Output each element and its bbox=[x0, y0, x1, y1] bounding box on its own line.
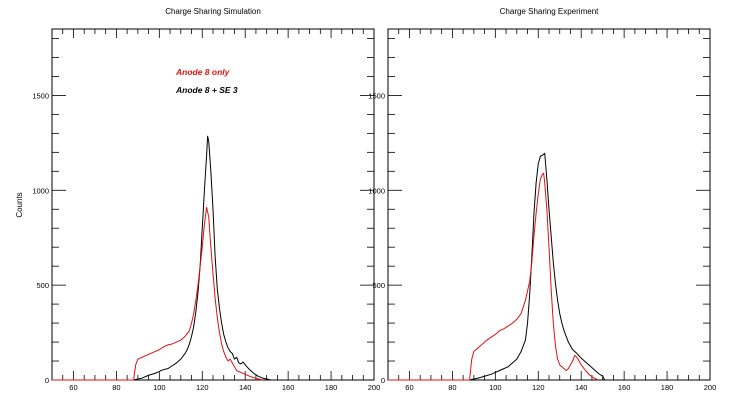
simulation-x-tick-label: 140 bbox=[239, 383, 252, 392]
experiment-title: Charge Sharing Experiment bbox=[500, 7, 599, 16]
experiment-x-tick-label: 180 bbox=[661, 383, 674, 392]
experiment-x-tick-label: 60 bbox=[405, 383, 413, 392]
experiment-y-tick-label: 1500 bbox=[368, 91, 385, 100]
simulation-x-tick-label: 200 bbox=[368, 383, 381, 392]
simulation-title: Charge Sharing Simulation bbox=[165, 7, 261, 16]
experiment-series-black-line bbox=[388, 152, 606, 381]
experiment-x-tick-label: 160 bbox=[618, 383, 631, 392]
legend-entry-anode-8-only: Anode 8 only bbox=[175, 67, 231, 77]
simulation-x-tick-label: 120 bbox=[196, 383, 209, 392]
simulation-x-tick-label: 180 bbox=[325, 383, 338, 392]
simulation-series bbox=[52, 135, 272, 381]
experiment-x-tick-label: 140 bbox=[575, 383, 588, 392]
experiment-x-tick-label: 100 bbox=[489, 383, 502, 392]
simulation-panel: Charge Sharing Simulation Counts Anode 8… bbox=[15, 7, 380, 392]
experiment-series-red-line bbox=[388, 172, 599, 381]
simulation-axes-ticks: 60 80 100 120 140 160 180 200 0 500 1000 1500 bbox=[32, 29, 380, 392]
simulation-y-tick-label: 1500 bbox=[32, 91, 49, 100]
experiment-series bbox=[388, 152, 606, 381]
simulation-y-tick-label: 1000 bbox=[32, 186, 49, 195]
experiment-y-tick-label: 0 bbox=[381, 376, 385, 385]
simulation-series-red-line bbox=[52, 206, 263, 381]
simulation-x-tick-label: 160 bbox=[282, 383, 295, 392]
simulation-x-tick-label: 60 bbox=[69, 383, 77, 392]
experiment-panel: Charge Sharing Experiment 60 80 100 120 140 1… bbox=[368, 7, 716, 392]
experiment-x-tick-label: 200 bbox=[704, 383, 717, 392]
legend-entry-anode-8-se-3: Anode 8 + SE 3 bbox=[175, 85, 238, 95]
experiment-x-tick-label: 80 bbox=[448, 383, 456, 392]
simulation-series-black-line bbox=[52, 135, 272, 381]
simulation-x-tick-label: 100 bbox=[153, 383, 166, 392]
simulation-x-tick-label: 80 bbox=[112, 383, 120, 392]
simulation-y-axis-label: Counts bbox=[15, 192, 24, 217]
simulation-y-tick-label: 500 bbox=[36, 281, 49, 290]
experiment-x-tick-label: 120 bbox=[532, 383, 545, 392]
experiment-y-tick-label: 500 bbox=[372, 281, 385, 290]
simulation-y-tick-label: 0 bbox=[45, 376, 49, 385]
experiment-y-tick-label: 1000 bbox=[368, 186, 385, 195]
